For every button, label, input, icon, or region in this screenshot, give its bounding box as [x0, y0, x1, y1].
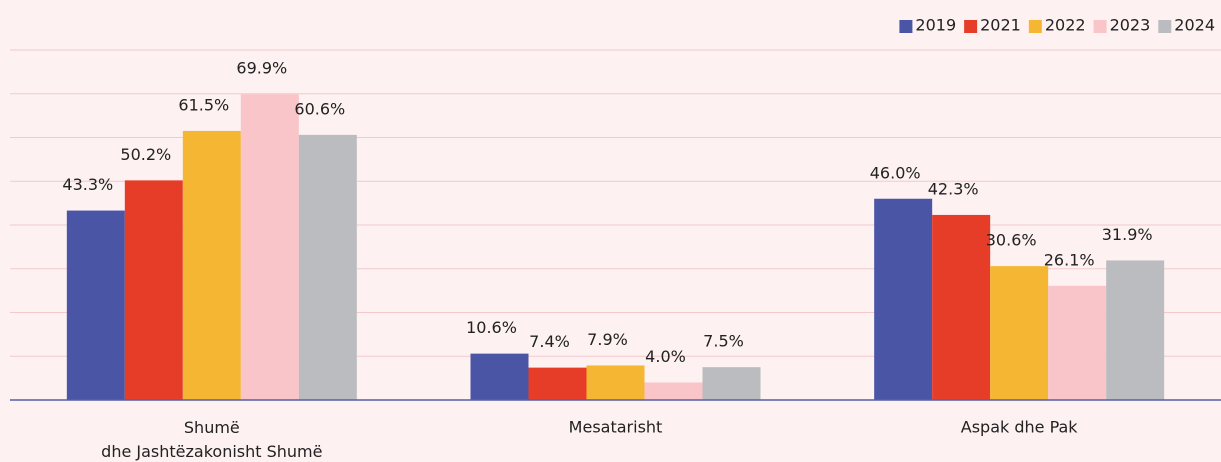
data-label: 61.5% [178, 95, 229, 114]
data-label: 42.3% [928, 179, 979, 198]
bar [124, 180, 183, 400]
data-label: 7.9% [587, 330, 628, 349]
bar [874, 198, 933, 400]
legend-label: 2023 [1110, 16, 1151, 35]
data-label: 43.3% [62, 175, 113, 194]
bar [644, 382, 703, 400]
bar [586, 365, 645, 400]
data-label: 10.6% [466, 318, 517, 337]
bar [240, 94, 299, 400]
x-tick-label: Aspak dhe Pak [961, 418, 1079, 437]
data-label: 30.6% [986, 231, 1037, 250]
legend-swatch [1028, 20, 1042, 33]
x-tick-label: Shumë dhe Jashtëzakonisht Shumë [101, 418, 322, 461]
legend-label: 2021 [980, 16, 1021, 35]
bar [66, 210, 125, 400]
data-label: 7.5% [703, 332, 744, 351]
data-label: 31.9% [1102, 225, 1153, 244]
data-label: 4.0% [645, 347, 686, 366]
data-label: 69.9% [236, 59, 287, 78]
bar [1106, 260, 1165, 400]
legend-label: 2019 [915, 16, 956, 35]
bar [298, 134, 357, 400]
bar [990, 266, 1049, 400]
data-label: 26.1% [1044, 250, 1095, 269]
legend-swatch [1093, 20, 1107, 33]
data-label: 46.0% [870, 163, 921, 182]
data-label: 60.6% [294, 99, 345, 118]
legend-swatch [1158, 20, 1172, 33]
bar [1048, 285, 1107, 400]
x-tick-label: Mesatarisht [569, 418, 663, 437]
legend-label: 2024 [1174, 16, 1215, 35]
legend-swatch [964, 20, 978, 33]
bar [932, 214, 991, 400]
bar [182, 130, 241, 400]
bar [528, 367, 587, 400]
data-label: 7.4% [529, 332, 570, 351]
legend-swatch [899, 20, 913, 33]
bar [470, 353, 529, 400]
data-label: 50.2% [120, 145, 171, 164]
bar [702, 367, 761, 400]
legend-label: 2022 [1045, 16, 1086, 35]
